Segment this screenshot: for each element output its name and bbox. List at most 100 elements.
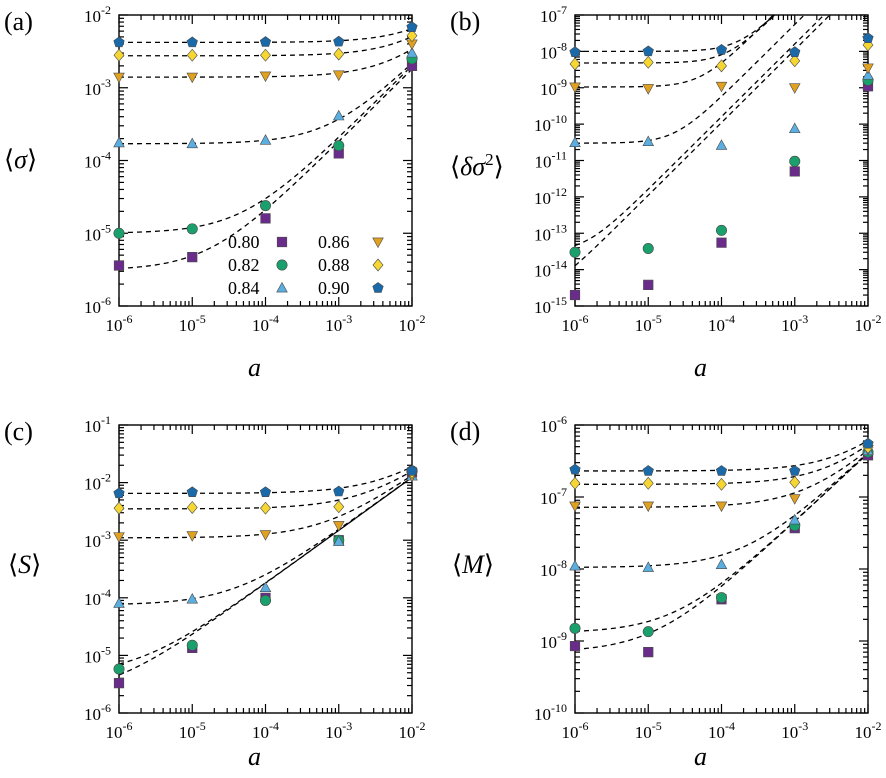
y-tick-label: 10-1 [84,413,111,436]
data-point-0.90 [569,46,581,57]
plot-frame [118,424,413,714]
data-point-0.80 [716,237,727,248]
legend-label: 0.80 [228,232,260,252]
panel-d: (d) 10-6 10-5 10-4 10-3 10-2 10-10 10-9 10-8 10-7… [450,413,882,771]
y-axis-label: ⟨S⟩ [8,550,41,579]
legend-label: 0.84 [228,278,260,298]
data-point-0.90 [333,35,345,47]
data-point-0.88 [186,501,198,514]
y-axis-label: ⟨σ⟩ [4,145,37,174]
data-point-0.86 [569,82,581,94]
y-axis-label: ⟨M⟩ [452,550,494,579]
data-point-0.84 [259,581,272,593]
data-point-0.84 [715,558,728,570]
legend-marker-0.82 [276,259,288,271]
data-point-0.80 [260,213,271,224]
data-point-0.82 [569,246,581,258]
data-point-0.90 [186,486,198,498]
y-tick-label: 10-3 [84,76,111,99]
y-tick-label: 10-7 [540,3,567,26]
x-tick-label: 10-3 [781,719,808,742]
fit-line-0.90 [575,15,776,53]
data-point-0.88 [789,475,801,489]
y-tick-label: 10-2 [84,3,111,26]
data-point-0.84 [259,134,272,145]
data-point-0.88 [642,55,654,69]
y-tick-label: 10-6 [84,294,111,317]
x-axis-label: a [694,353,707,382]
data-point-0.90 [406,21,418,32]
data-point-0.86 [113,532,125,543]
data-point-0.80 [789,166,800,177]
x-tick-label: 10-3 [325,719,352,742]
data-point-0.88 [642,476,654,490]
fit-line-0.82 [575,15,825,247]
data-point-0.82 [186,639,198,651]
legend-marker-0.88 [372,258,384,272]
data-point-0.84 [406,46,418,58]
data-point-0.86 [642,501,655,513]
fit-line-0.80 [575,15,831,267]
data-point-0.90 [569,463,581,475]
data-point-0.88 [569,476,581,490]
x-tick-label: 10-3 [325,312,352,335]
fit-line-0.82 [119,65,412,234]
data-point-0.84 [788,122,801,134]
data-point-0.82 [259,200,271,212]
panel-b: (b) 10-6 10-5 10-4 10-3 10-2 10-15 10-14 10-13 10… [450,3,882,382]
data-point-0.86 [715,81,728,93]
y-tick-label: 10-15 [534,294,567,317]
x-tick-label: 10-5 [179,719,206,742]
data-point-0.88 [406,29,418,43]
panel-label: (d) [450,417,480,446]
legend-label: 0.88 [318,255,350,275]
x-tick-label: 10-6 [106,312,133,335]
data-point-0.88 [260,501,271,515]
data-point-0.84 [332,535,345,546]
data-point-0.90 [259,486,272,498]
fit-line-0.82 [119,476,412,665]
x-tick-label: 10-6 [562,312,589,335]
data-point-0.84 [113,136,125,148]
data-point-0.90 [789,465,801,476]
legend-marker-0.86 [372,237,384,249]
x-tick-label: 10-5 [635,719,662,742]
x-tick-label: 10-2 [855,312,882,335]
data-point-0.82 [113,227,125,239]
data-point-0.90 [715,465,728,476]
fit-line-0.84 [575,15,806,144]
y-tick-label: 10-6 [84,701,111,724]
data-point-0.84 [569,559,581,571]
x-tick-label: 10-4 [708,312,735,335]
data-point-0.82 [569,622,581,634]
y-tick-label: 10-9 [540,629,567,652]
data-point-0.84 [862,69,874,80]
fit-line-0.80 [119,68,412,270]
y-tick-label: 10-6 [540,413,567,436]
x-tick-label: 10-3 [781,312,808,335]
x-axis-label: a [248,353,261,382]
legend-marker-0.80 [276,236,288,248]
legend-marker-0.90 [372,282,384,293]
data-point-0.86 [569,501,581,513]
data-point-0.80 [113,678,125,689]
fit-line-0.82 [575,452,868,632]
legend-label: 0.90 [318,278,350,298]
data-point-0.84 [715,139,728,150]
data-point-0.84 [113,597,125,608]
data-point-0.84 [186,592,199,604]
data-point-0.90 [113,36,125,48]
data-point-0.90 [333,485,345,497]
data-point-0.80 [643,647,654,658]
data-point-0.82 [642,626,654,638]
data-point-0.82 [186,223,198,235]
fit-line-0.84 [119,476,412,605]
legend: 0.80 0.86 0.82 0.88 0.84 0.90 [228,232,384,298]
data-point-0.90 [259,36,272,47]
x-tick-label: 10-4 [252,719,279,742]
y-tick-label: 10-11 [534,149,567,172]
data-point-0.90 [789,46,801,57]
plot-frame [574,14,869,307]
y-tick-label: 10-12 [534,185,567,208]
y-tick-label: 10-5 [84,643,111,666]
